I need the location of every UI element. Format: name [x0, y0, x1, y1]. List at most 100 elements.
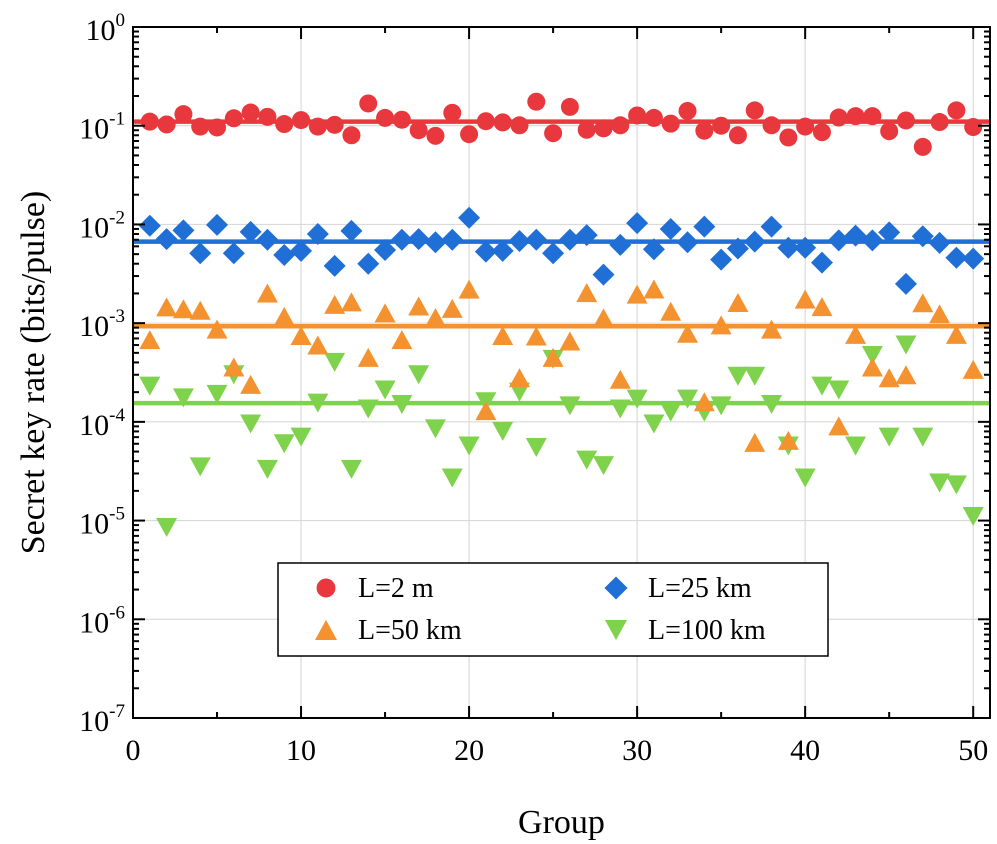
data-point-l-2-m — [241, 103, 260, 122]
data-point-l-2-m — [846, 107, 865, 126]
data-point-l-25-km — [306, 222, 329, 245]
data-point-l-25-km — [726, 237, 749, 260]
data-point-l-25-km — [340, 219, 363, 242]
data-point-l-50-km — [324, 294, 346, 314]
data-point-l-50-km — [374, 303, 396, 323]
data-point-l-25-km — [357, 252, 380, 275]
data-point-l-2-m — [409, 121, 428, 140]
data-point-l-100-km — [340, 459, 362, 479]
data-point-l-50-km — [777, 430, 799, 450]
data-point-l-2-m — [745, 101, 764, 120]
data-point-l-50-km — [172, 299, 194, 319]
legend-label: L=50 km — [358, 615, 462, 646]
data-point-l-50-km — [744, 432, 766, 452]
data-point-l-100-km — [744, 366, 766, 386]
data-point-l-2-m — [325, 115, 344, 134]
data-point-l-50-km — [945, 324, 967, 344]
data-point-l-50-km — [761, 319, 783, 339]
data-point-l-2-m — [392, 110, 411, 129]
data-point-l-100-km — [273, 434, 295, 454]
data-point-l-50-km — [290, 325, 312, 345]
data-point-l-100-km — [324, 352, 346, 372]
data-point-l-2-m — [796, 117, 815, 136]
data-point-l-100-km — [206, 384, 228, 404]
data-point-l-2-m — [308, 117, 327, 136]
data-point-l-25-km — [155, 228, 178, 251]
data-point-l-2-m — [712, 116, 731, 135]
data-point-l-2-m — [779, 128, 798, 147]
data-point-l-2-m — [191, 117, 210, 136]
data-point-l-25-km — [441, 228, 464, 251]
data-point-l-25-km — [928, 231, 951, 254]
legend: L=2 m L=25 km L=50 km L=100 km — [277, 562, 829, 657]
data-point-l-50-km — [727, 292, 749, 312]
data-point-l-100-km — [172, 388, 194, 408]
data-point-l-50-km — [693, 392, 715, 412]
data-point-l-100-km — [710, 396, 732, 416]
data-point-l-2-m — [476, 112, 495, 131]
data-point-l-25-km — [474, 240, 497, 263]
data-point-l-2-m — [930, 113, 949, 132]
data-point-l-25-km — [508, 229, 531, 252]
data-point-l-100-km — [660, 402, 682, 422]
x-tick-label: 0 — [126, 734, 141, 767]
data-point-l-100-km — [307, 393, 329, 413]
data-point-l-100-km — [626, 389, 648, 409]
data-point-l-50-km — [861, 357, 883, 377]
data-point-l-100-km — [357, 399, 379, 419]
data-point-l-25-km — [575, 224, 598, 247]
data-point-l-25-km — [743, 230, 766, 253]
data-point-l-25-km — [962, 247, 985, 270]
x-tick-label: 30 — [622, 734, 652, 767]
data-point-l-2-m — [644, 108, 663, 127]
data-point-l-50-km — [878, 368, 900, 388]
x-tick-label: 20 — [454, 734, 484, 767]
legend-marker — [316, 578, 336, 598]
data-point-l-25-km — [407, 228, 430, 251]
legend-label: L=2 m — [358, 573, 434, 604]
data-point-l-2-m — [510, 116, 529, 135]
data-point-l-2-m — [947, 101, 966, 120]
data-point-l-50-km — [643, 279, 665, 299]
data-point-l-100-km — [593, 456, 615, 476]
data-point-l-25-km — [256, 228, 279, 251]
data-point-l-25-km — [794, 236, 817, 259]
data-point-l-50-km — [845, 324, 867, 344]
data-point-l-50-km — [660, 301, 682, 321]
data-point-l-50-km — [256, 283, 278, 303]
data-point-l-25-km — [810, 251, 833, 274]
data-point-l-2-m — [812, 123, 831, 142]
data-point-l-25-km — [626, 212, 649, 235]
data-point-l-2-m — [896, 111, 915, 130]
legend-label: L=100 km — [648, 615, 766, 646]
data-point-l-25-km — [222, 242, 245, 265]
data-point-l-50-km — [391, 330, 413, 350]
data-point-l-2-m — [964, 118, 983, 137]
data-point-l-25-km — [592, 263, 615, 286]
x-axis-title: Group — [518, 804, 605, 841]
data-point-l-2-m — [863, 107, 882, 126]
data-point-l-100-km — [727, 366, 749, 386]
data-point-l-100-km — [256, 459, 278, 479]
y-tick-label: 10-6 — [79, 602, 125, 639]
data-point-l-50-km — [576, 283, 598, 303]
y-tick-label: 10-1 — [79, 109, 125, 146]
data-point-l-2-m — [661, 114, 680, 133]
data-point-l-100-km — [424, 419, 446, 439]
data-point-l-2-m — [443, 103, 462, 122]
data-point-l-25-km — [558, 228, 581, 251]
data-point-l-25-km — [844, 224, 867, 247]
data-point-l-100-km — [609, 399, 631, 419]
data-point-l-2-m — [577, 120, 596, 139]
data-point-l-50-km — [307, 335, 329, 355]
data-point-l-100-km — [458, 436, 480, 456]
y-tick-label: 10-4 — [79, 405, 125, 442]
data-point-l-50-km — [357, 347, 379, 367]
data-point-l-100-km — [811, 376, 833, 396]
axes: 0 10 20 30 40 50 100 10-1 10-2 10-3 10-4 10-5 10-6 10… — [15, 10, 991, 841]
data-point-l-50-km — [542, 347, 564, 367]
data-point-l-100-km — [677, 389, 699, 409]
data-point-l-50-km — [794, 289, 816, 309]
data-point-l-2-m — [527, 92, 546, 111]
data-point-l-50-km — [156, 297, 178, 317]
